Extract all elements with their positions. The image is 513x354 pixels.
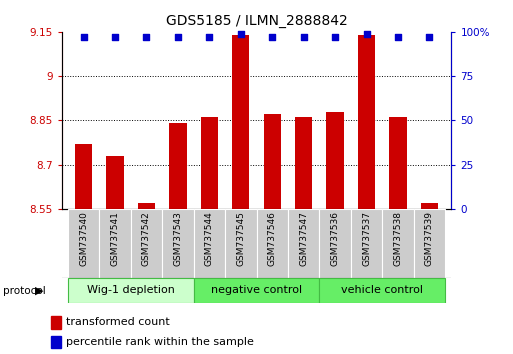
Text: vehicle control: vehicle control [341,285,423,295]
Bar [351,209,382,278]
Text: negative control: negative control [211,285,302,295]
Bar [106,156,124,209]
Point [142,34,150,40]
Point [300,34,308,40]
Bar [256,209,288,278]
Bar [51,336,61,348]
Text: percentile rank within the sample: percentile rank within the sample [67,337,254,347]
Text: protocol: protocol [3,286,45,296]
Bar [358,35,375,209]
Point [174,34,182,40]
Text: GSM737537: GSM737537 [362,211,371,266]
Bar [421,203,438,209]
Bar [201,118,218,209]
Bar [320,278,445,303]
Text: GSM737540: GSM737540 [79,211,88,266]
Text: GSM737546: GSM737546 [268,211,277,266]
Point [205,34,213,40]
Point [363,31,371,36]
Text: ▶: ▶ [35,286,44,296]
Bar [162,209,193,278]
Bar [68,278,193,303]
Text: GSM737543: GSM737543 [173,211,183,266]
Text: Wig-1 depletion: Wig-1 depletion [87,285,174,295]
Title: GDS5185 / ILMN_2888842: GDS5185 / ILMN_2888842 [166,14,347,28]
Point [236,31,245,36]
Text: GSM737538: GSM737538 [393,211,403,266]
Bar [68,209,100,278]
Point [111,34,119,40]
Text: GSM737539: GSM737539 [425,211,434,266]
Text: GSM737542: GSM737542 [142,211,151,266]
Point [394,34,402,40]
Bar [100,209,131,278]
Bar [193,278,320,303]
Point [425,34,433,40]
Bar [389,118,407,209]
Text: GSM737536: GSM737536 [330,211,340,266]
Bar [131,209,162,278]
Bar [193,209,225,278]
Text: GSM737547: GSM737547 [299,211,308,266]
Bar [413,209,445,278]
Point [268,34,277,40]
Point [331,34,339,40]
Bar [138,203,155,209]
Bar [169,123,187,209]
Bar [382,209,413,278]
Text: GSM737541: GSM737541 [110,211,120,266]
Bar [295,118,312,209]
Bar [264,114,281,209]
Text: GSM737544: GSM737544 [205,211,214,266]
Bar [288,209,320,278]
Bar [320,209,351,278]
Text: GSM737545: GSM737545 [236,211,245,266]
Bar [51,316,61,329]
Bar [326,112,344,209]
Bar [75,144,92,209]
Bar [225,209,256,278]
Text: transformed count: transformed count [67,317,170,327]
Point [80,34,88,40]
Bar [232,35,249,209]
